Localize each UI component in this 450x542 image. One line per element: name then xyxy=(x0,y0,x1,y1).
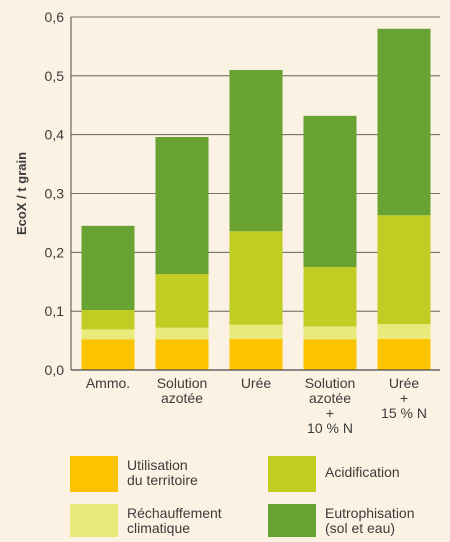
legend-label: Utilisation du territoire xyxy=(127,457,198,488)
x-category-label: Ammo. xyxy=(86,375,130,391)
bar-segment xyxy=(303,339,357,370)
bar-segment xyxy=(81,309,135,330)
legend: Utilisation du territoire Acidification Réc… xyxy=(70,456,415,540)
bar-segment xyxy=(229,338,283,370)
legend-label: Acidification xyxy=(325,464,400,480)
y-tick-label: 0,3 xyxy=(45,186,65,202)
bar-segment xyxy=(81,225,135,310)
bars xyxy=(81,28,431,370)
bar-segment xyxy=(377,338,431,370)
bar-segment xyxy=(377,28,431,216)
y-tick-label: 0,6 xyxy=(45,9,65,25)
y-tick-label: 0,4 xyxy=(45,127,65,143)
legend-swatch xyxy=(70,504,118,540)
legend-swatch xyxy=(268,504,316,540)
y-tick-label: 0,1 xyxy=(45,303,65,319)
bar-segment xyxy=(229,69,283,232)
x-category-labels: Ammo. Solution azotée Urée Solution azotée +10… xyxy=(86,375,427,436)
y-tick-label: 0,0 xyxy=(45,362,65,378)
bar-segment xyxy=(155,327,209,340)
bar-segment xyxy=(303,326,357,340)
y-tick-label: 0,5 xyxy=(45,68,65,84)
legend-label: Réchauffement climatique xyxy=(127,505,222,536)
bar-segment xyxy=(155,137,209,275)
bar-segment xyxy=(155,274,209,328)
legend-label: Eutrophisation (sol et eau) xyxy=(325,505,415,536)
bar-segment xyxy=(303,267,357,327)
y-tick-label: 0,2 xyxy=(45,244,65,260)
y-axis-label: EcoX / t grain xyxy=(14,152,29,235)
bar-segment xyxy=(229,231,283,325)
bar-segment xyxy=(81,329,135,340)
x-category-label: Urée xyxy=(241,375,272,391)
bar-segment xyxy=(377,324,431,339)
bar-segment xyxy=(377,215,431,325)
legend-swatch xyxy=(268,456,316,492)
legend-swatch xyxy=(70,456,118,492)
bar-segment xyxy=(303,115,357,268)
x-category-label: Solution azotée xyxy=(157,375,208,406)
bar-segment xyxy=(229,324,283,339)
x-category-label: Solution azotée +10 % N xyxy=(305,375,356,436)
bar-segment xyxy=(81,339,135,370)
y-tick-labels: 0,0 0,1 0,2 0,3 0,4 0,5 0,6 xyxy=(45,9,65,378)
bar-segment xyxy=(155,339,209,370)
x-category-label: Urée +15 % N xyxy=(381,375,427,421)
axes xyxy=(70,17,440,371)
